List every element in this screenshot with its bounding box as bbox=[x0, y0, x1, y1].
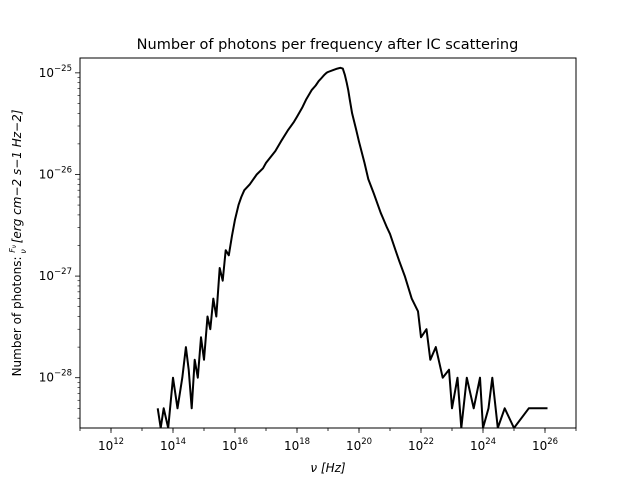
x-tick-label: 1018 bbox=[284, 437, 310, 453]
x-tick-label: 1026 bbox=[532, 437, 558, 453]
x-tick-label: 1016 bbox=[222, 437, 248, 453]
x-tick-label: 1012 bbox=[98, 437, 124, 453]
y-tick-label: 10−28 bbox=[39, 369, 72, 385]
x-tick-label: 1024 bbox=[470, 437, 496, 453]
chart-title: Number of photons per frequency after IC… bbox=[137, 37, 519, 53]
y-label-frac-den: ν bbox=[19, 249, 28, 254]
y-tick-label: 10−25 bbox=[39, 64, 72, 80]
x-tick-label: 1022 bbox=[408, 437, 434, 453]
svg-text:Number of photons: Fνν[erg cm−: Number of photons: Fνν[erg cm−2 s−1 Hz−2… bbox=[8, 109, 28, 376]
x-tick-label: 1014 bbox=[160, 437, 186, 453]
plot-area bbox=[156, 66, 548, 428]
x-axis: 1012 1014 1016 1018 1020 1022 1024 1026 bbox=[79, 428, 577, 453]
y-label-prefix: Number of photons: bbox=[10, 253, 24, 377]
y-tick-label: 10−26 bbox=[39, 165, 72, 181]
y-label-frac-num: F bbox=[8, 248, 17, 253]
y-axis: 10−28 10−27 10−26 10−25 bbox=[39, 64, 80, 419]
y-label-units: [erg cm−2 s−1 Hz−2] bbox=[10, 109, 24, 243]
series-line bbox=[156, 66, 548, 428]
x-tick-label: 1020 bbox=[346, 437, 372, 453]
y-label-frac-sub: ν bbox=[11, 244, 18, 248]
x-axis-label: ν [Hz] bbox=[310, 461, 346, 475]
y-axis-label: Number of photons: Fνν[erg cm−2 s−1 Hz−2… bbox=[8, 109, 28, 376]
y-tick-label: 10−27 bbox=[39, 267, 72, 283]
